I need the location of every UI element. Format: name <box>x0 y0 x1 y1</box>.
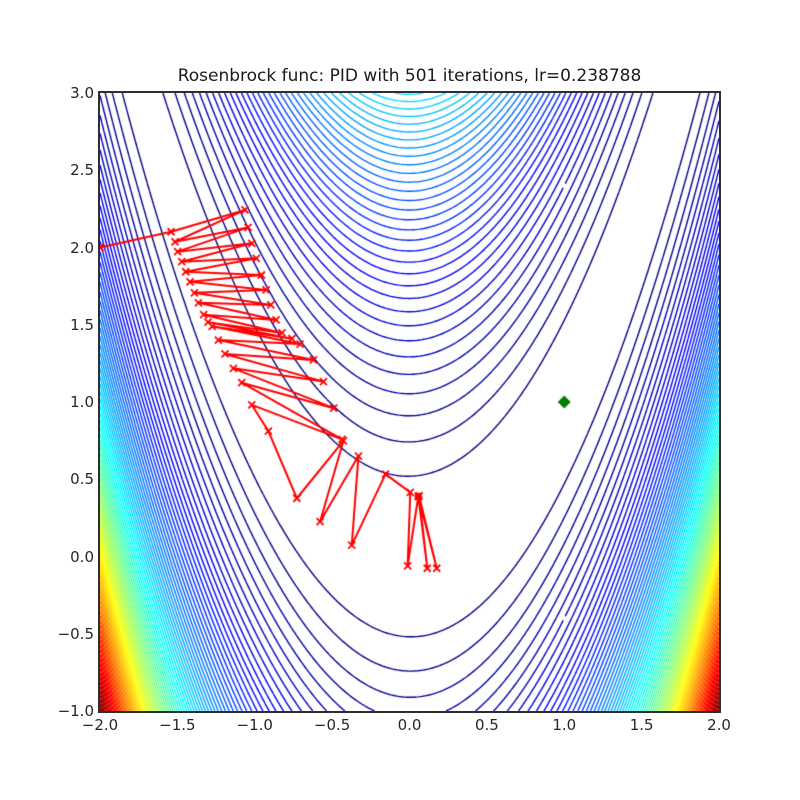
y-tick-label: 1.5 <box>70 315 94 334</box>
y-tick-label: 0.0 <box>70 547 94 566</box>
x-tick-label: −1.5 <box>159 716 196 734</box>
x-tick-label: 2.0 <box>707 716 731 734</box>
y-tick-label: 1.0 <box>70 393 94 411</box>
x-tick-label: 1.5 <box>629 716 654 734</box>
y-tick-label: 2.5 <box>70 161 94 180</box>
x-tick-label: −0.5 <box>313 716 351 734</box>
x-tick-label: −2.0 <box>81 716 119 734</box>
y-tick-label: 0.5 <box>70 470 94 489</box>
x-tick-label: 0.0 <box>397 716 422 734</box>
plot-title: Rosenbrock func: PID with 501 iterations… <box>177 66 642 86</box>
y-tick-label: −0.5 <box>57 624 94 643</box>
y-tick-label: −1.0 <box>57 702 94 720</box>
contour-plot-canvas <box>100 93 719 711</box>
x-tick-label: −1.0 <box>236 716 273 734</box>
x-tick-label: 0.5 <box>474 716 499 734</box>
y-tick-label: 3.0 <box>70 84 94 102</box>
x-tick-label: 1.0 <box>552 716 577 734</box>
y-tick-label: 2.0 <box>70 238 94 257</box>
